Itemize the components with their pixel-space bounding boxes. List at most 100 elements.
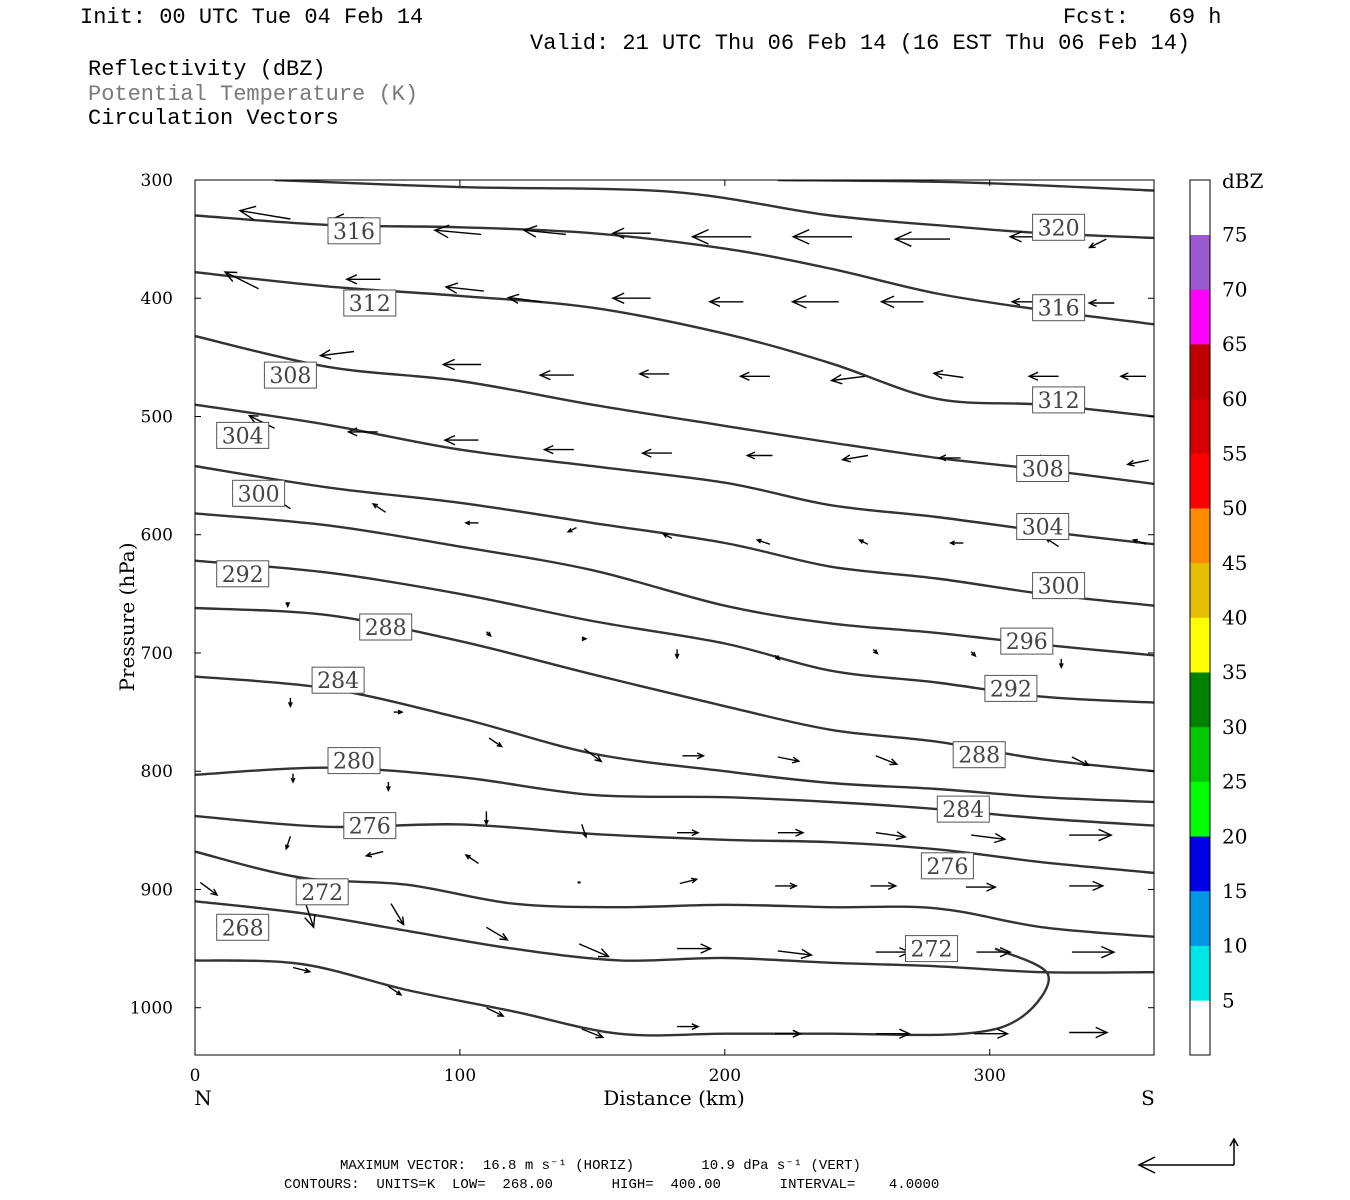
contour-label-300: 300 <box>232 479 286 507</box>
forecast-hour: Fcst: 69 h <box>1063 5 1222 30</box>
circulation-vector <box>677 943 713 954</box>
vector-head <box>464 520 471 526</box>
circulation-vector <box>611 227 651 239</box>
circulation-vector <box>1058 658 1064 670</box>
circulation-vector <box>973 1028 1010 1039</box>
vector-head <box>690 228 709 245</box>
circulation-vector <box>238 205 291 221</box>
vector-head <box>581 636 588 642</box>
circulation-vector <box>566 526 577 533</box>
contour-label-text: 276 <box>349 815 391 840</box>
contour-label-text: 312 <box>1038 389 1080 414</box>
vector-head <box>396 916 405 927</box>
contour-label-box <box>905 935 958 963</box>
circulation-vector <box>1069 880 1105 892</box>
contour-label-text: 292 <box>222 563 264 588</box>
circulation-vector <box>485 631 492 638</box>
contour-label-text: 268 <box>222 916 264 941</box>
circulation-vector <box>1126 459 1149 467</box>
circulation-vector <box>199 881 219 897</box>
vector-head <box>1119 372 1129 381</box>
colorbar-tick-label: 5 <box>1222 988 1235 1012</box>
vector-head <box>1095 1026 1109 1039</box>
vector-head <box>696 752 706 760</box>
vector-head <box>285 844 290 851</box>
vector-head <box>795 828 805 837</box>
circulation-vector <box>285 836 292 851</box>
contour-label-box <box>984 674 1038 702</box>
vector-head <box>1082 760 1091 767</box>
vector-head <box>791 228 810 245</box>
circulation-vector <box>1071 756 1091 767</box>
contour-label-288: 288 <box>952 741 1006 769</box>
vector-head <box>441 358 455 371</box>
vector-head <box>893 231 912 247</box>
circulation-vector <box>674 649 680 660</box>
circulation-vector <box>755 538 771 545</box>
vector-head <box>829 374 843 385</box>
vector-head <box>304 967 312 974</box>
vector-shaft <box>777 950 812 956</box>
contour-label-text: 272 <box>911 938 953 963</box>
contour-label-box <box>216 421 270 449</box>
vector-head <box>708 296 721 307</box>
vector-shaft <box>777 756 799 762</box>
colorbar-segment <box>1190 234 1210 290</box>
contour-label-292: 292 <box>216 560 270 588</box>
vector-head <box>895 831 907 841</box>
vector-head <box>290 777 296 784</box>
field-circulation-vectors: Circulation Vectors <box>88 106 339 131</box>
vector-shaft <box>581 1028 604 1039</box>
x-tick-label: 300 <box>974 1066 1006 1086</box>
vector-head <box>444 282 459 294</box>
vector-shaft <box>971 834 1005 840</box>
vector-head <box>582 832 588 839</box>
y-tick-label: 600 <box>141 526 173 546</box>
colorbar-tick-label: 15 <box>1222 879 1247 903</box>
vector-head <box>661 533 668 538</box>
contour-info: CONTOURS: UNITS=K LOW= 268.00 HIGH= 400.… <box>284 1177 940 1193</box>
vector-head <box>993 832 1007 844</box>
vector-shaft <box>434 229 482 236</box>
vector-head <box>1008 231 1022 243</box>
vector-head <box>789 882 798 890</box>
vector-head <box>594 754 603 763</box>
circulation-vector <box>578 943 611 958</box>
colorbar-tick-label: 70 <box>1222 277 1247 301</box>
colorbar-tick-label: 75 <box>1222 223 1247 247</box>
circulation-vector <box>879 295 924 309</box>
contour-label-box <box>1016 513 1070 540</box>
contour-label-312: 312 <box>1032 386 1086 414</box>
circulation-vector <box>677 1023 700 1031</box>
contour-label-text: 284 <box>942 798 984 823</box>
circulation-vector <box>1069 828 1113 842</box>
circulation-vector <box>937 454 961 462</box>
contour-label-text: 300 <box>1038 575 1080 600</box>
contour-label-box <box>343 812 397 840</box>
colorbar-tick-label: 25 <box>1222 770 1247 794</box>
vector-dot <box>577 881 581 884</box>
vector-shaft <box>488 737 503 748</box>
circulation-vector <box>292 966 312 974</box>
circulation-vector <box>948 540 964 546</box>
circulation-vector <box>486 926 509 941</box>
theta-contour-316 <box>195 271 1154 418</box>
vector-head <box>999 946 1012 958</box>
circulation-vector <box>443 434 479 446</box>
vector-head <box>1027 371 1039 381</box>
vector-shaft <box>486 926 508 941</box>
circulation-vector <box>745 451 773 460</box>
circulation-vector <box>390 903 405 927</box>
colorbar-tick-label: 50 <box>1222 496 1247 520</box>
vector-shaft <box>465 854 479 864</box>
vector-head <box>346 427 358 437</box>
vector-head <box>790 294 807 309</box>
circulation-vector <box>875 1028 912 1039</box>
contour-label-box <box>1032 213 1086 241</box>
vector-head <box>755 538 762 544</box>
reference-vector-icon <box>1137 1137 1239 1174</box>
vector-shaft <box>486 1007 504 1017</box>
vector-head <box>433 224 450 239</box>
vector-head <box>595 1031 605 1039</box>
circulation-vector <box>1069 1026 1109 1039</box>
